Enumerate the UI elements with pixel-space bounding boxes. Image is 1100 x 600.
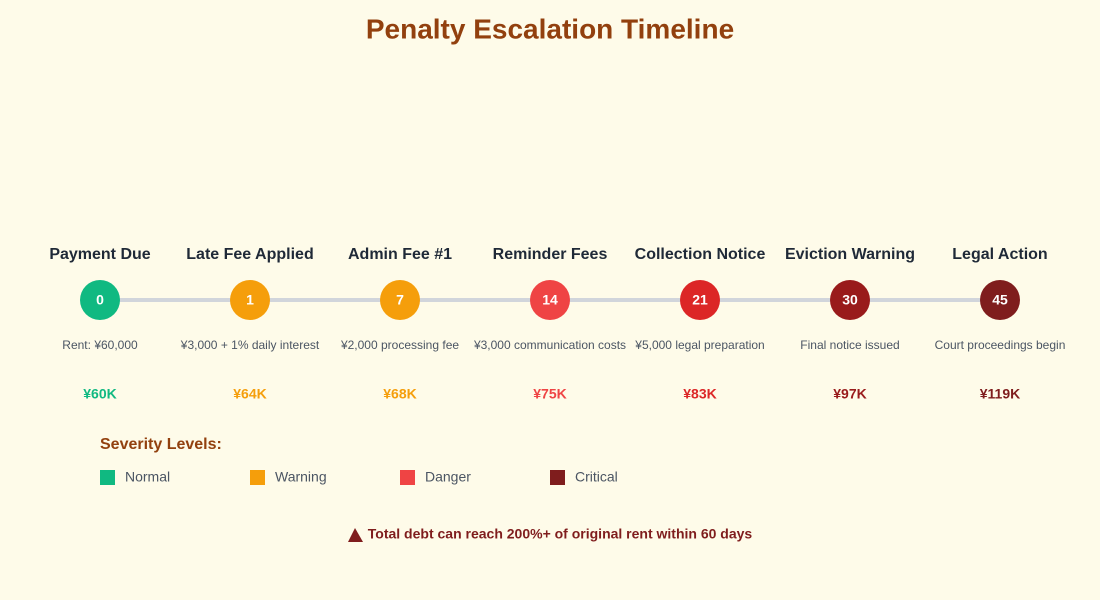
- stage-description: ¥3,000 + 1% daily interest: [180, 338, 320, 352]
- legend-label: Critical: [575, 469, 618, 485]
- stage-marker: [380, 280, 420, 320]
- stage-amount: ¥119K: [980, 386, 1020, 402]
- stage-label: Payment Due: [49, 246, 150, 263]
- stage-label: Late Fee Applied: [186, 246, 313, 263]
- stage-amount: ¥75K: [533, 386, 566, 402]
- warning-icon: [348, 528, 363, 542]
- legend-swatch: [550, 470, 565, 485]
- legend-swatch: [100, 470, 115, 485]
- stage-marker: [830, 280, 870, 320]
- stage-day: 14: [542, 292, 558, 308]
- stage-amount: ¥64K: [233, 386, 266, 402]
- stage-label: Eviction Warning: [785, 246, 915, 263]
- legend-swatch: [400, 470, 415, 485]
- note: Total debt can reach 200%+ of original r…: [368, 526, 753, 542]
- stage-description: Rent: ¥60,000: [62, 338, 138, 352]
- stage-day: 7: [396, 292, 404, 308]
- stage-description: ¥2,000 processing fee: [340, 338, 459, 352]
- stage-description: Court proceedings begin: [935, 338, 1066, 352]
- stage-day: 21: [692, 292, 708, 308]
- stage-description: ¥3,000 communication costs: [473, 338, 626, 352]
- legend-label: Normal: [125, 469, 170, 485]
- legend-swatch: [250, 470, 265, 485]
- stage-label: Reminder Fees: [493, 246, 608, 263]
- stage-marker: [530, 280, 570, 320]
- stage-description: ¥5,000 legal preparation: [634, 338, 764, 352]
- legend-title: Severity Levels:: [100, 436, 222, 453]
- stage-day: 1: [246, 292, 254, 308]
- stage-marker: [680, 280, 720, 320]
- stage-marker: [230, 280, 270, 320]
- stage-label: Collection Notice: [635, 246, 766, 263]
- title: Penalty Escalation Timeline: [366, 13, 734, 44]
- stage-day: 0: [96, 292, 104, 308]
- stage-amount: ¥68K: [383, 386, 416, 402]
- stage-description: Final notice issued: [800, 338, 899, 352]
- stage-amount: ¥83K: [683, 386, 716, 402]
- stage-amount: ¥60K: [83, 386, 116, 402]
- stage-amount: ¥97K: [833, 386, 866, 402]
- legend-label: Warning: [275, 469, 327, 485]
- stage-label: Admin Fee #1: [348, 246, 452, 263]
- legend-label: Danger: [425, 469, 471, 485]
- stage-day: 45: [992, 292, 1008, 308]
- stage-marker: [80, 280, 120, 320]
- stage-label: Legal Action: [952, 246, 1047, 263]
- stage-marker: [980, 280, 1020, 320]
- stage-day: 30: [842, 292, 858, 308]
